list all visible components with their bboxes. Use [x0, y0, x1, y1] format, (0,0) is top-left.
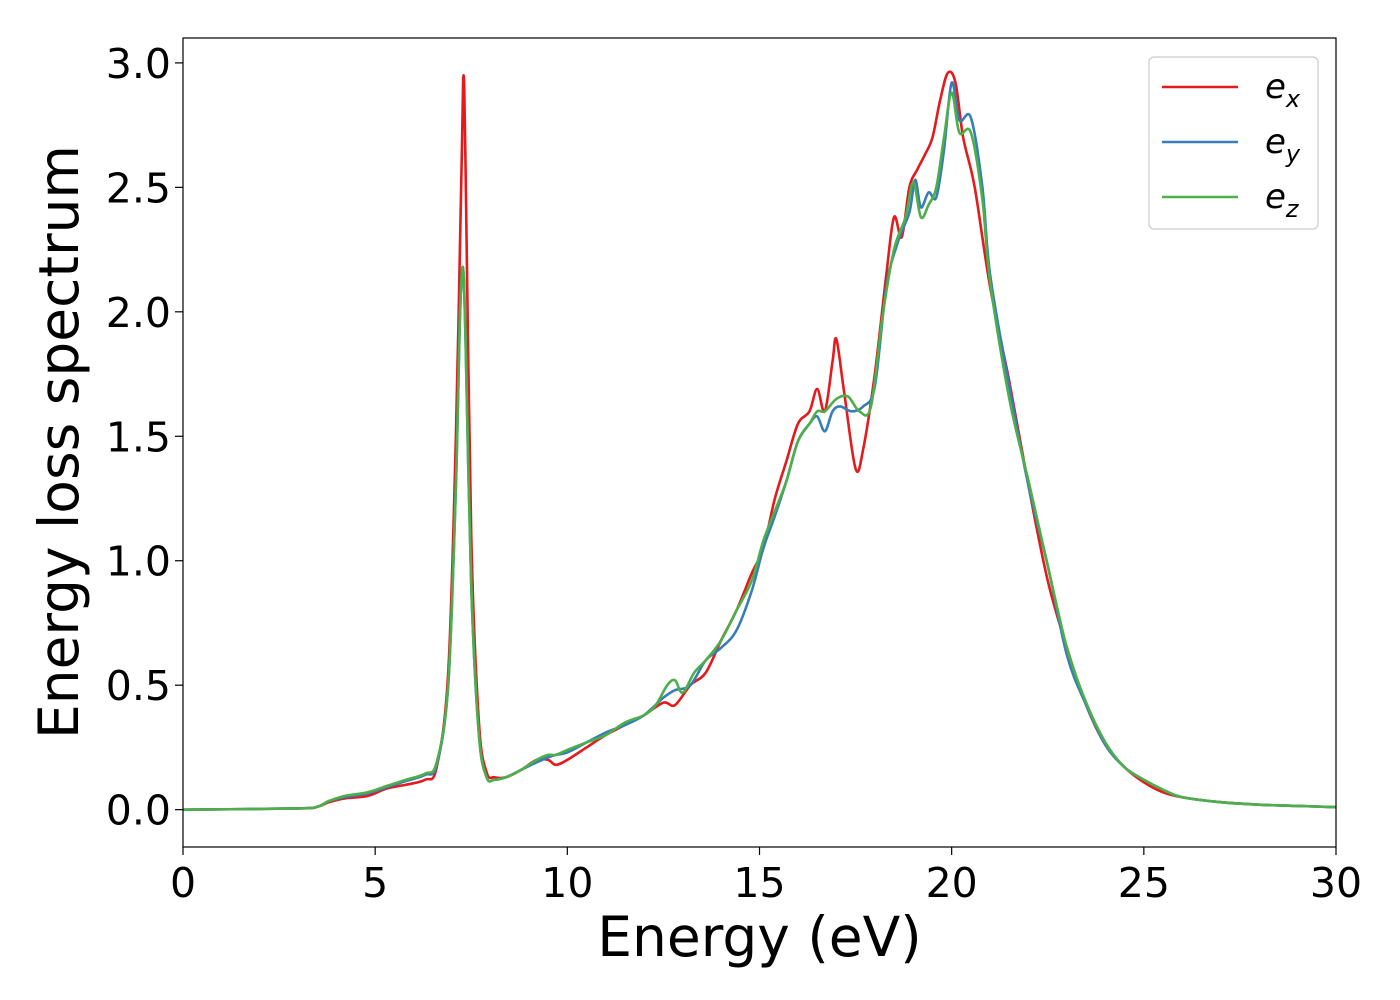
x-tick-label: 30	[1310, 859, 1362, 907]
legend-label-subscript: z	[1285, 195, 1300, 223]
y-tick-label: 2.5	[106, 164, 171, 212]
legend-label-z: ez	[1265, 177, 1300, 223]
legend-label-base: e	[1265, 67, 1286, 107]
legend-label-x: ex	[1265, 67, 1301, 113]
y-tick-label: 2.0	[106, 289, 171, 337]
y-axis-ticks: 0.0 0.5 1.0 1.5 2.0 2.5 3.0	[106, 40, 183, 835]
plot-lines	[182, 70, 1337, 811]
x-axis-ticks: 0 5 10 15 20 25 30	[170, 847, 1362, 907]
y-tick-label: 0.0	[106, 787, 171, 835]
x-tick-label: 15	[733, 859, 785, 907]
legend-label-base: e	[1265, 177, 1286, 217]
y-tick-label: 1.0	[106, 538, 171, 586]
y-tick-label: 1.5	[106, 413, 171, 461]
legend-label-base: e	[1265, 122, 1286, 162]
legend-label-subscript: x	[1285, 85, 1301, 113]
legend-label-y: ey	[1265, 122, 1301, 168]
y-axis-label: Energy loss spectrum	[27, 145, 91, 739]
y-tick-label: 3.0	[106, 40, 171, 88]
x-tick-label: 20	[926, 859, 978, 907]
x-axis-label: Energy (eV)	[597, 905, 921, 969]
legend-label-subscript: y	[1285, 140, 1301, 168]
x-tick-label: 25	[1118, 859, 1170, 907]
x-tick-label: 10	[541, 859, 593, 907]
x-tick-label: 0	[170, 859, 196, 907]
y-tick-label: 0.5	[106, 662, 171, 710]
series-line-z	[182, 91, 1337, 811]
x-tick-label: 5	[362, 859, 388, 907]
